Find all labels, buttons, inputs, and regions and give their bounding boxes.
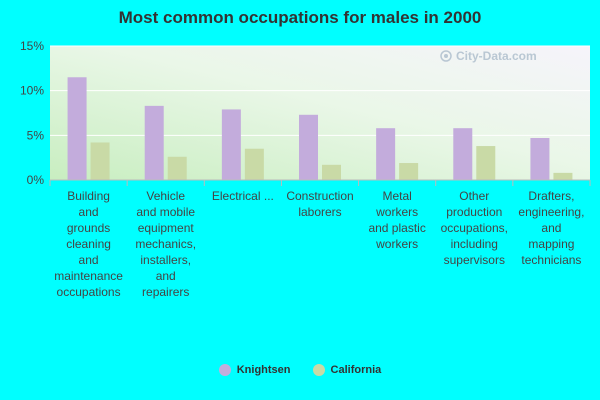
bar-knightsen-6 [530,138,550,180]
bar-knightsen-5 [453,128,473,180]
bar-california-2 [244,148,264,180]
legend: Knightsen California [0,364,600,376]
bar-knightsen-1 [144,105,164,180]
x-tick-label: Building and grounds cleaning and maintenance… [54,189,123,299]
x-tick-label: Vehicle and mobile equipment mechanics, inst… [135,189,196,299]
y-tick-label: 5% [27,128,45,142]
bar-california-4 [399,163,419,180]
legend-item-knightsen: Knightsen [218,364,291,376]
bar-knightsen-4 [376,128,396,180]
legend-swatch-knightsen [218,364,231,376]
x-tick-label: Other production occupations, including supe… [441,189,508,267]
watermark-text: City-Data.com [456,49,537,63]
x-tick-label: Electrical ... [212,189,274,203]
x-tick-label: Metal workers and plastic workers [368,189,425,251]
bar-california-6 [553,172,573,180]
legend-label-california: California [330,364,382,376]
bar-california-0 [90,142,110,180]
chart-title: Most common occupations for males in 200… [118,8,482,27]
bars [67,77,573,180]
grid-lines [50,45,590,136]
y-tick-label: 15% [20,39,44,53]
legend-swatch-california [312,364,325,376]
x-tick-label: Drafters, engineering, and mapping technicia… [518,189,584,267]
bar-california-1 [167,156,187,180]
plot-area [50,46,590,180]
bar-california-5 [476,146,496,180]
x-tick-label: Construction laborers [286,189,353,219]
y-tick-label: 10% [20,84,44,98]
y-tick-label: 0% [27,173,45,187]
legend-label-knightsen: Knightsen [236,364,291,376]
bar-california-3 [322,164,341,180]
bar-knightsen-2 [221,109,241,180]
legend-item-california: California [312,364,382,376]
bar-knightsen-3 [299,114,318,180]
watermark: City-Data.com [440,49,537,63]
bar-knightsen-0 [67,77,87,180]
y-axis: 0% 5% 10% 15% [20,39,44,187]
x-axis: Building and grounds cleaning and maintenance… [49,179,591,299]
